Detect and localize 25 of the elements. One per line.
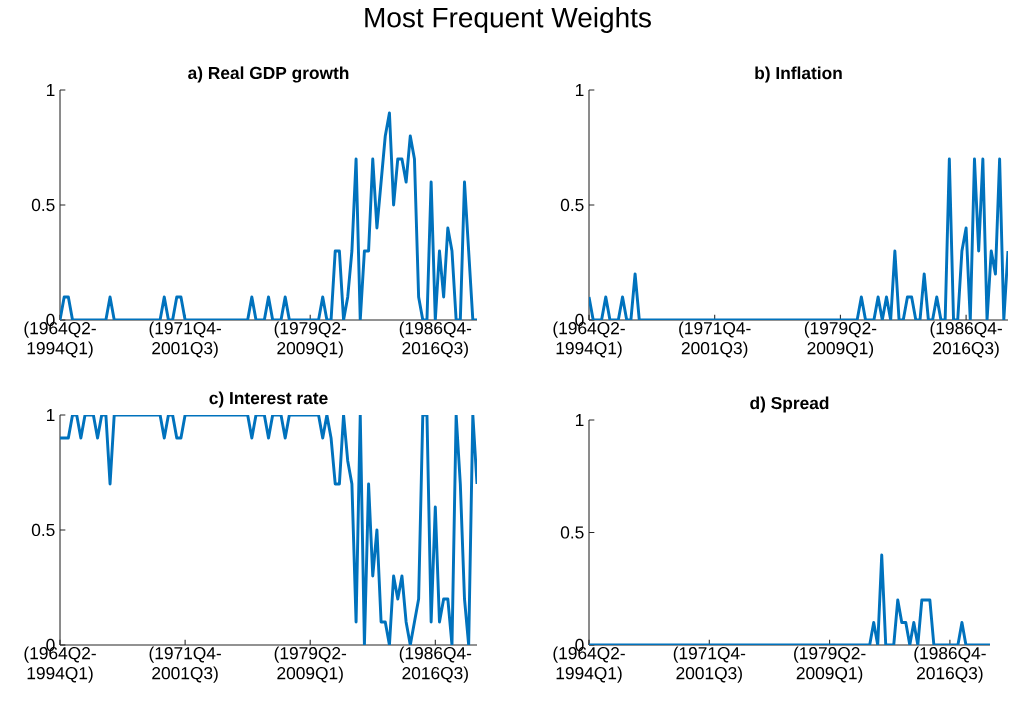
chart-title: a) Real GDP growth bbox=[188, 66, 349, 83]
y-tick-label: 0.5 bbox=[560, 526, 584, 539]
chart-title: b) Inflation bbox=[755, 66, 842, 83]
y-tick-label: 0.5 bbox=[560, 198, 584, 212]
x-tick-label: (1986Q4- 2016Q3) bbox=[914, 646, 986, 683]
y-tick-label: 1 bbox=[575, 84, 584, 96]
chart-title: d) Spread bbox=[750, 396, 829, 413]
x-tick-label: (1971Q4- 2001Q3) bbox=[149, 321, 221, 358]
y-tick-label: 0.5 bbox=[31, 523, 55, 537]
y-tick-label: 1 bbox=[575, 414, 584, 426]
x-tick-label: (1979Q2- 2009Q1) bbox=[274, 646, 347, 683]
x-tick-label: (1986Q4- 2016Q3) bbox=[399, 646, 472, 683]
x-tick-label: (1986Q4- 2016Q3) bbox=[930, 321, 1002, 358]
text: Most Frequent Weights bbox=[365, 6, 651, 34]
x-tick-label: (1971Q4- 2001Q3) bbox=[673, 646, 746, 683]
x-tick-label: (1979Q2- 2009Q1) bbox=[274, 321, 347, 358]
y-tick-label: 0.5 bbox=[31, 198, 55, 212]
y-tick-label: 1 bbox=[46, 84, 55, 96]
y-tick-label: 1 bbox=[46, 409, 55, 421]
x-tick-label: (1979Q2- 2009Q1) bbox=[794, 646, 866, 683]
chart-title: c) Interest rate bbox=[209, 391, 328, 408]
x-tick-label: (1986Q4- 2016Q3) bbox=[399, 321, 472, 358]
x-tick-label: (1971Q4- 2001Q3) bbox=[679, 321, 751, 358]
x-tick-label: (1979Q2- 2009Q1) bbox=[804, 321, 877, 358]
x-tick-label: (1971Q4- 2001Q3) bbox=[149, 646, 221, 683]
